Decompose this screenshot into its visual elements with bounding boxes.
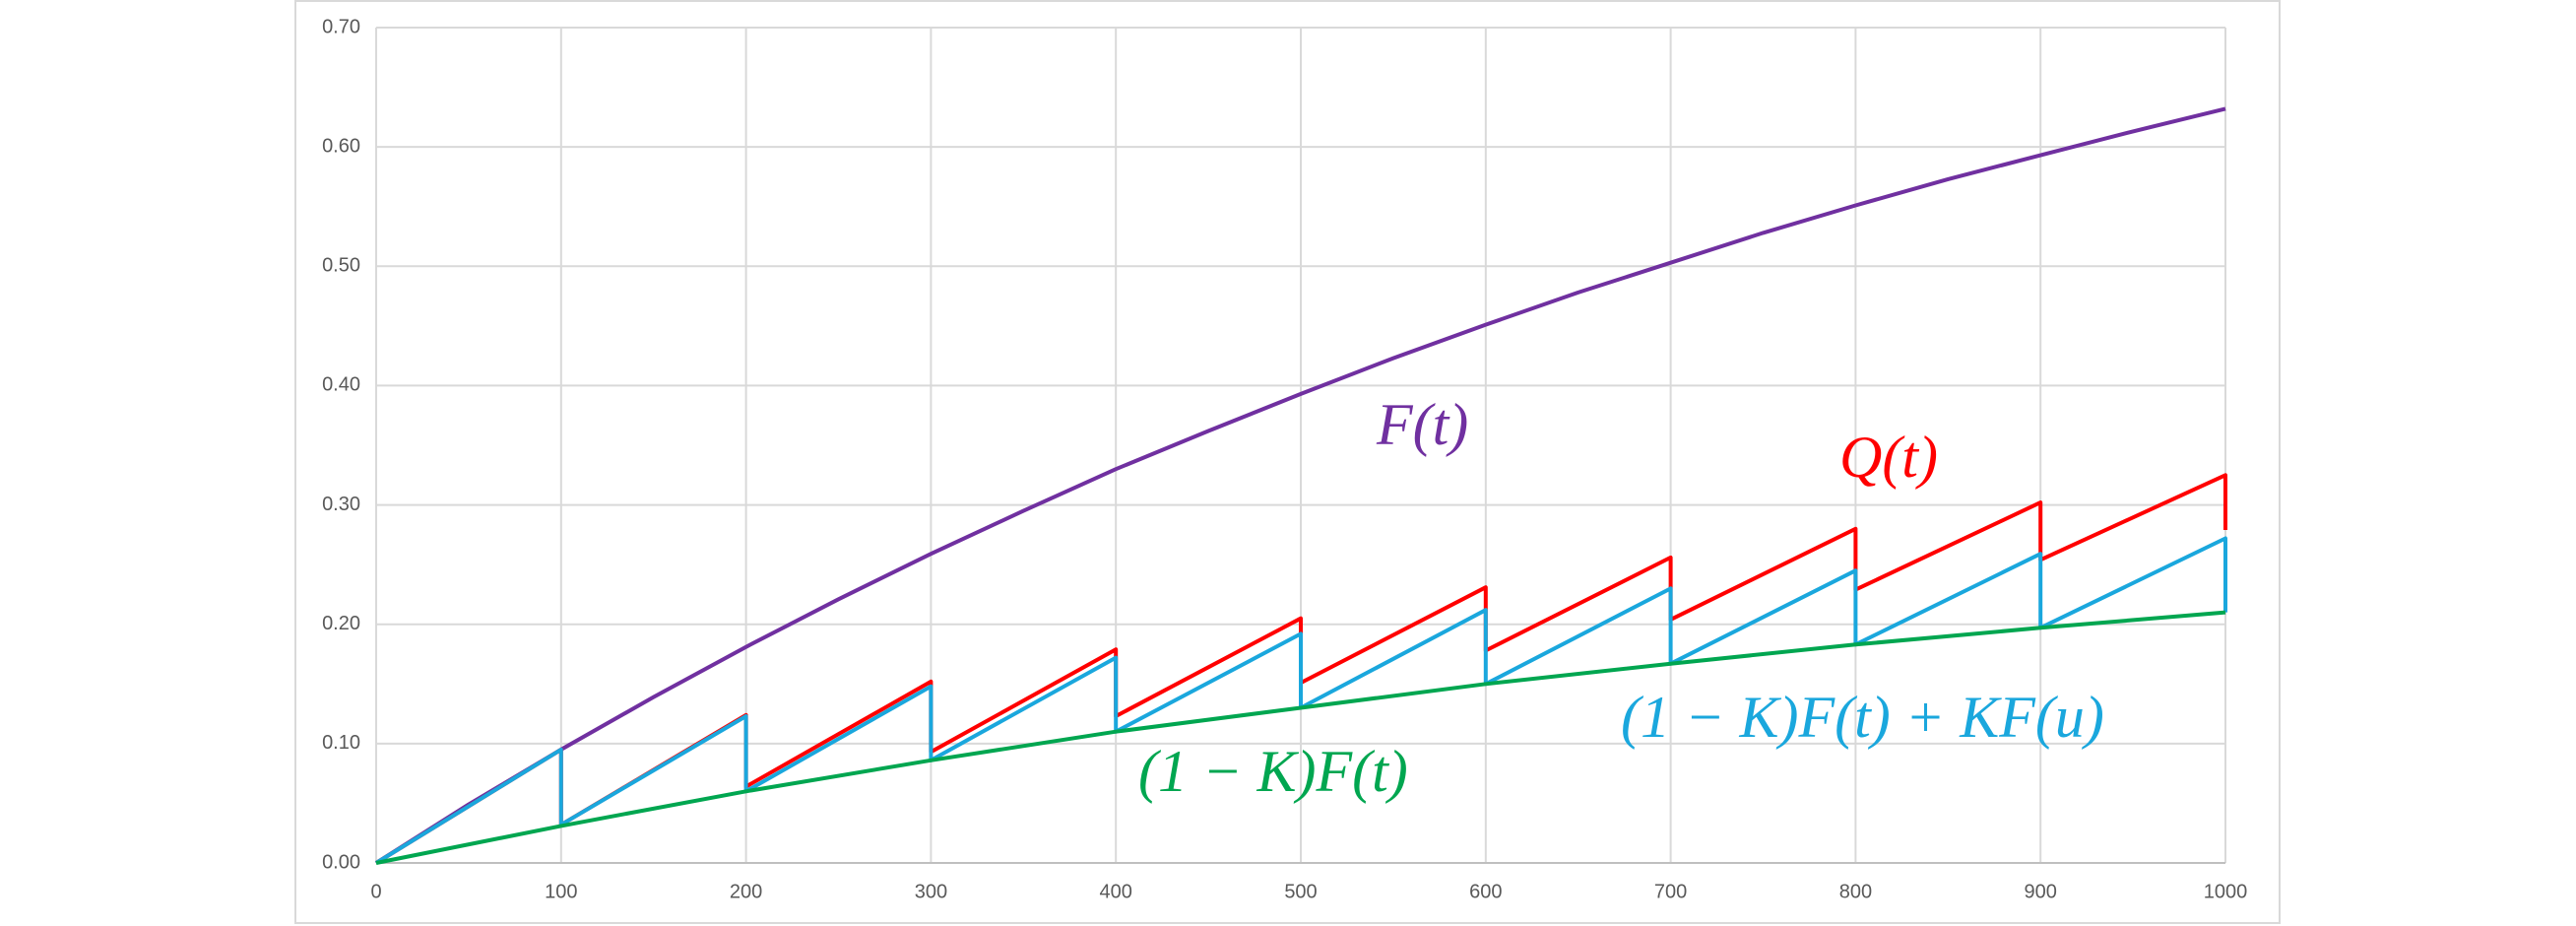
y-tick-label: 0.50 xyxy=(322,255,360,277)
x-tick-label: 300 xyxy=(915,881,947,902)
y-tick-label: 0.40 xyxy=(322,374,360,396)
series-label: (1 − K)F(t) xyxy=(1138,739,1408,804)
x-tick-label: 400 xyxy=(1100,881,1132,902)
y-tick-label: 0.30 xyxy=(322,494,360,515)
y-tick-label: 0.60 xyxy=(322,135,360,157)
x-tick-label: 1000 xyxy=(2204,881,2248,902)
series-label: (1 − K)F(t) + KF(u) xyxy=(1621,685,2104,750)
series-label: F(t) xyxy=(1376,392,1468,457)
series-line xyxy=(375,610,2226,865)
x-tick-label: 500 xyxy=(1284,881,1317,902)
x-tick-label: 700 xyxy=(1654,881,1687,902)
x-tick-label: 600 xyxy=(1469,881,1502,902)
series-label: Q(t) xyxy=(1839,425,1938,490)
x-tick-label: 0 xyxy=(370,881,381,902)
x-tick-label: 800 xyxy=(1839,881,1872,902)
chart-border xyxy=(294,0,2281,924)
series-line xyxy=(374,106,2226,865)
y-tick-label: 0.10 xyxy=(322,732,360,754)
y-tick-label: 0.20 xyxy=(322,613,360,634)
x-tick-label: 900 xyxy=(2025,881,2057,902)
x-tick-label: 100 xyxy=(545,881,577,902)
x-tick-label: 200 xyxy=(730,881,762,902)
y-tick-label: 0.00 xyxy=(322,851,360,873)
y-tick-label: 0.70 xyxy=(322,16,360,37)
